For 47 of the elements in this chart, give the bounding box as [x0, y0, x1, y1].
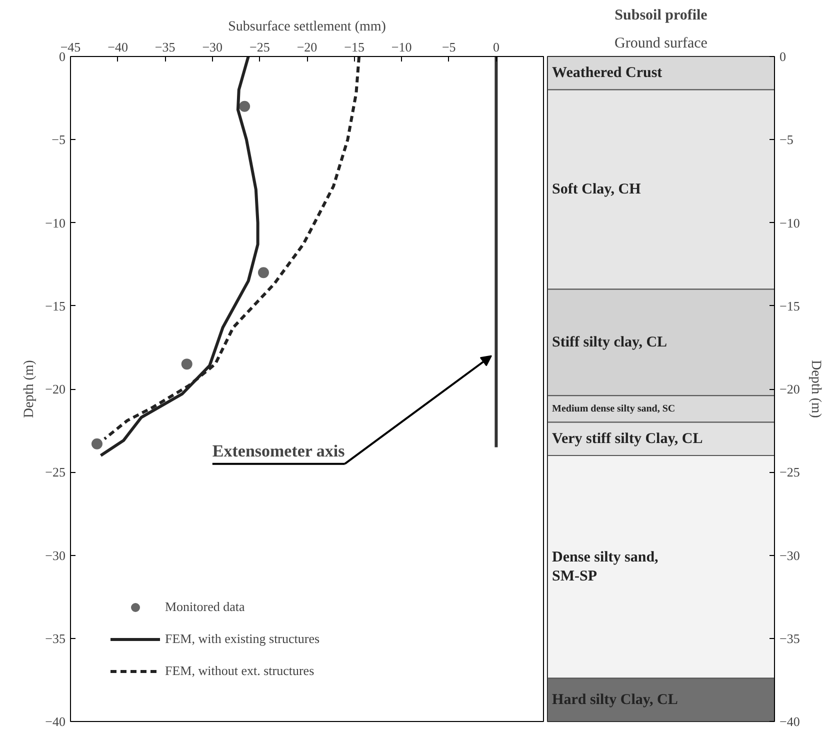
point	[239, 100, 250, 112]
y-tick-label: −25	[780, 464, 800, 480]
y-tick-label: −30	[45, 548, 66, 563]
y-tick-label: −5	[780, 132, 794, 148]
legend-label: Monitored data	[165, 599, 245, 615]
series-label: Soft Clay, CH	[552, 182, 642, 198]
y-tick-label: −10	[780, 215, 800, 230]
y-axis-title: Depth (m)	[808, 360, 823, 418]
y-tick-label: −15	[780, 298, 800, 314]
x-tick-label: −30	[202, 40, 223, 54]
legend-label: FEM, with existing structures	[165, 631, 320, 647]
y-tick-label: −25	[45, 464, 66, 480]
y-tick-label: −5	[52, 132, 66, 148]
chart-subtitle: Ground surface	[614, 36, 708, 52]
y-tick-label: 0	[59, 49, 66, 64]
y-tick-label: −30	[780, 548, 800, 563]
x-tick-label: −40	[108, 40, 128, 54]
series-label: Stiff silty clay, CL	[552, 334, 668, 350]
x-axis-title: Subsurface settlement (mm)	[228, 20, 386, 34]
y-tick-label: −20	[780, 382, 800, 396]
x-tick-label: 0	[492, 40, 500, 54]
y-axis-title: Depth (m)	[22, 360, 38, 418]
point	[181, 358, 192, 370]
chart-title: Subsoil profile	[614, 8, 708, 24]
point	[91, 438, 102, 450]
x-tick-label: −5	[442, 40, 456, 54]
x-tick-label: −25	[250, 40, 270, 54]
x-tick-label: −10	[391, 40, 412, 54]
y-tick-label: 0	[780, 49, 786, 64]
x-tick-label: −15	[344, 40, 364, 54]
y-tick-label: −35	[780, 630, 800, 646]
x-tick-label: −35	[154, 40, 176, 54]
y-tick-label: −40	[45, 714, 66, 729]
x-tick-label: −20	[296, 40, 318, 54]
y-tick-label: −40	[780, 714, 800, 729]
y-tick-label: −10	[45, 215, 66, 230]
series-label: Hard silty Clay, CL	[552, 692, 678, 708]
annotation: Extensometer axis	[212, 441, 346, 460]
series-label: Very stiff silty Clay, CL	[552, 430, 703, 447]
y-tick-label: −20	[45, 382, 66, 396]
legend-label: FEM, without ext. structures	[165, 663, 314, 679]
point	[258, 267, 269, 278]
series-label: Dense silty sand, SM-SP	[552, 549, 659, 584]
y-tick-label: −15	[45, 298, 66, 314]
y-tick-label: −35	[45, 630, 66, 646]
series-label: Medium dense silty sand, SC	[552, 403, 676, 414]
series-label: Weathered Crust	[552, 65, 662, 82]
